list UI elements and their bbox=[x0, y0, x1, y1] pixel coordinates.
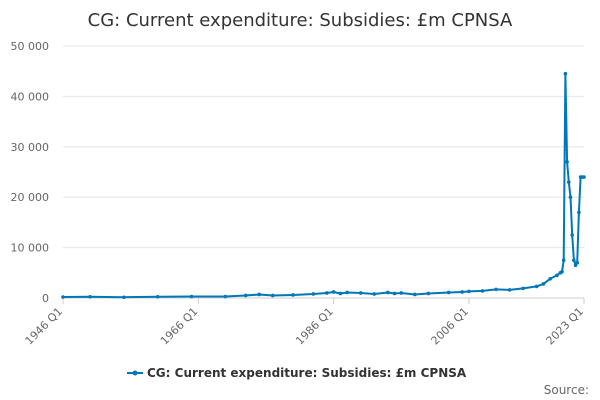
data-point[interactable] bbox=[577, 210, 581, 215]
legend[interactable]: CG: Current expenditure: Subsidies: £m C… bbox=[127, 366, 467, 380]
x-tick-label: 1986 Q1 bbox=[293, 305, 336, 348]
data-point[interactable] bbox=[561, 258, 566, 263]
y-tick-label: 10 000 bbox=[11, 242, 50, 255]
data-point[interactable] bbox=[243, 293, 248, 298]
data-point[interactable] bbox=[399, 291, 404, 295]
data-point[interactable] bbox=[392, 291, 397, 296]
data-point[interactable] bbox=[572, 258, 576, 263]
data-point[interactable] bbox=[311, 292, 316, 296]
data-point[interactable] bbox=[541, 282, 546, 286]
data-point[interactable] bbox=[570, 233, 574, 237]
y-tick-label: 20 000 bbox=[11, 191, 50, 204]
data-point[interactable] bbox=[345, 290, 349, 295]
chart-title: CG: Current expenditure: Subsidies: £m C… bbox=[88, 10, 513, 31]
data-point[interactable] bbox=[507, 288, 512, 292]
data-point[interactable] bbox=[189, 294, 194, 299]
data-point[interactable] bbox=[291, 293, 295, 297]
x-tick-label: 1966 Q1 bbox=[158, 305, 201, 348]
data-point[interactable] bbox=[575, 260, 580, 265]
data-point[interactable] bbox=[270, 293, 275, 298]
data-point[interactable] bbox=[480, 289, 485, 293]
series-line bbox=[62, 72, 584, 299]
data-point[interactable] bbox=[582, 175, 586, 179]
legend-label: CG: Current expenditure: Subsidies: £m C… bbox=[147, 366, 467, 380]
x-tick-label: 2006 Q1 bbox=[429, 305, 472, 348]
data-point[interactable] bbox=[555, 273, 559, 278]
data-point[interactable] bbox=[385, 290, 390, 295]
y-axis: 0 10 000 20 000 30 000 40 000 50 000 bbox=[11, 40, 50, 305]
data-point[interactable] bbox=[155, 294, 160, 299]
data-point[interactable] bbox=[331, 290, 336, 294]
grid-lines bbox=[63, 45, 584, 299]
data-point[interactable] bbox=[325, 291, 329, 295]
x-tick-label: 2023 Q1 bbox=[544, 305, 587, 348]
data-point[interactable] bbox=[566, 180, 571, 184]
data-point[interactable] bbox=[88, 294, 92, 299]
data-point[interactable] bbox=[372, 292, 377, 296]
y-tick-label: 50 000 bbox=[11, 40, 50, 53]
source-label: Source: bbox=[544, 383, 589, 397]
data-point[interactable] bbox=[565, 160, 569, 164]
data-point[interactable] bbox=[426, 291, 431, 296]
data-point[interactable] bbox=[223, 294, 228, 299]
y-tick-label: 40 000 bbox=[11, 90, 50, 103]
data-point[interactable] bbox=[358, 291, 363, 295]
data-point[interactable] bbox=[563, 71, 568, 76]
data-point[interactable] bbox=[573, 263, 578, 268]
data-point[interactable] bbox=[61, 295, 65, 299]
data-point[interactable] bbox=[494, 287, 498, 292]
legend-marker-swatch bbox=[132, 370, 138, 376]
x-tick-label: 1946 Q1 bbox=[23, 305, 66, 348]
plot-area bbox=[61, 71, 586, 300]
data-point[interactable] bbox=[568, 195, 573, 199]
data-point[interactable] bbox=[460, 290, 465, 294]
data-point[interactable] bbox=[548, 277, 552, 281]
data-point[interactable] bbox=[467, 289, 471, 294]
data-point[interactable] bbox=[521, 286, 525, 291]
data-point[interactable] bbox=[560, 269, 564, 274]
y-tick-label: 30 000 bbox=[11, 141, 50, 154]
data-point[interactable] bbox=[122, 295, 126, 300]
y-tick-label: 0 bbox=[42, 292, 49, 305]
data-point[interactable] bbox=[534, 284, 539, 289]
data-point[interactable] bbox=[413, 292, 417, 297]
data-point[interactable] bbox=[257, 292, 262, 297]
data-point[interactable] bbox=[338, 291, 343, 296]
x-axis: 1946 Q1 1966 Q1 1986 Q1 2006 Q1 2023 Q1 bbox=[23, 297, 587, 348]
data-point[interactable] bbox=[446, 290, 451, 295]
